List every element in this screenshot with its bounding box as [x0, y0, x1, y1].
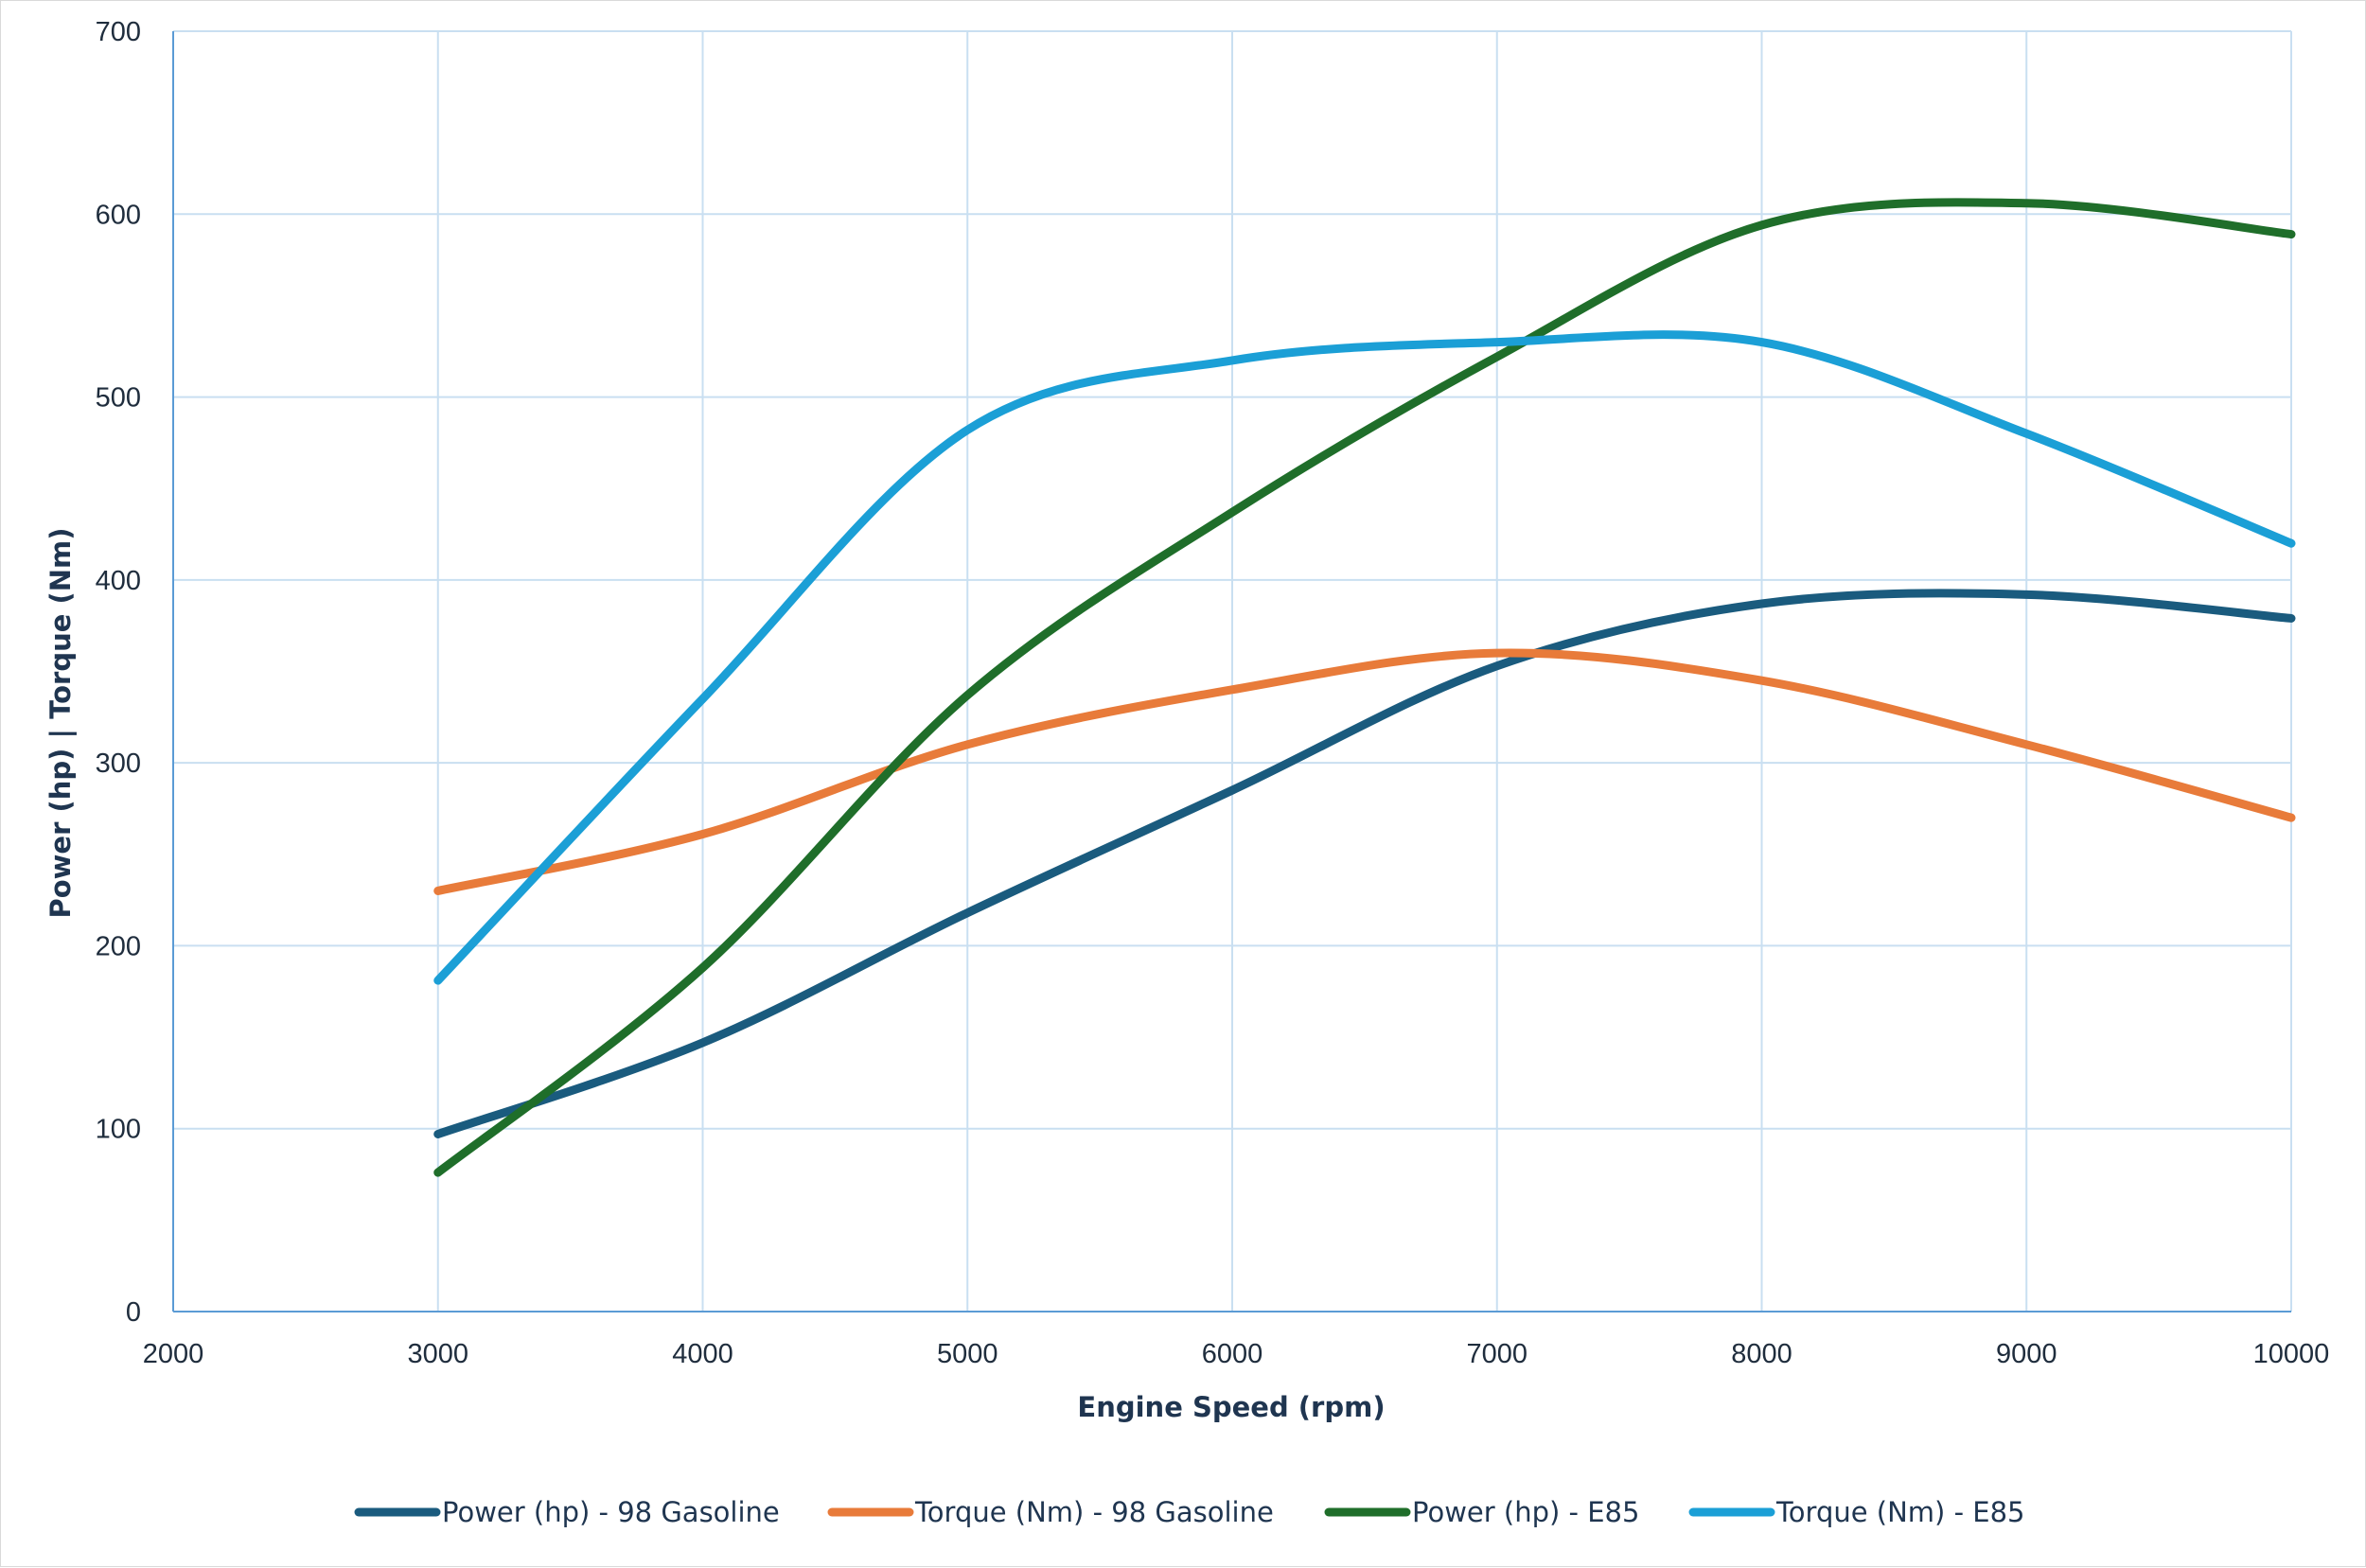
x-tick-labels: 2000 3000 4000 5000 6000 7000 8000 9000 10000 [143, 1339, 2330, 1369]
legend-label: Power (hp) - 98 Gasoline [442, 1496, 780, 1528]
y-tick-label: 400 [96, 566, 141, 596]
y-tick-label: 500 [96, 383, 141, 414]
legend-label: Torque (Nm) - 98 Gasoline [914, 1496, 1274, 1528]
x-axis-title: Engine Speed (rpm) [1077, 1391, 1385, 1423]
x-tick-label: 8000 [1731, 1339, 1792, 1369]
series-lines [433, 198, 2296, 1177]
x-tick-label: 4000 [672, 1339, 733, 1369]
x-tick-label: 2000 [143, 1339, 204, 1369]
y-tick-label: 200 [96, 931, 141, 961]
series-line-torque-nm-e85 [433, 330, 2296, 985]
x-tick-label: 10000 [2253, 1339, 2330, 1369]
series-line-power-hp-98-gasoline [433, 589, 2296, 1139]
y-tick-label: 600 [96, 200, 141, 230]
y-tick-labels: 0 100 200 300 400 500 600 700 [96, 17, 141, 1328]
series-line-power-hp-e85 [433, 198, 2296, 1177]
x-tick-label: 3000 [407, 1339, 468, 1369]
y-tick-label: 100 [96, 1115, 141, 1145]
legend-label: Power (hp) - E85 [1412, 1496, 1639, 1528]
legend: Power (hp) - 98 Gasoline Torque (Nm) - 98… [354, 1496, 2025, 1528]
x-tick-label: 6000 [1202, 1339, 1263, 1369]
series-line-torque-nm-98-gasoline [433, 648, 2296, 895]
y-axis-title: Power (hp) | Torque (Nm) [44, 527, 77, 918]
y-tick-label: 700 [96, 17, 141, 47]
axes [172, 31, 2291, 1313]
y-tick-label: 0 [126, 1297, 141, 1328]
x-tick-label: 9000 [1996, 1339, 2057, 1369]
legend-label: Torque (Nm) - E85 [1775, 1496, 2025, 1528]
x-tick-label: 7000 [1466, 1339, 1527, 1369]
y-tick-label: 300 [96, 749, 141, 779]
x-tick-label: 5000 [937, 1339, 998, 1369]
